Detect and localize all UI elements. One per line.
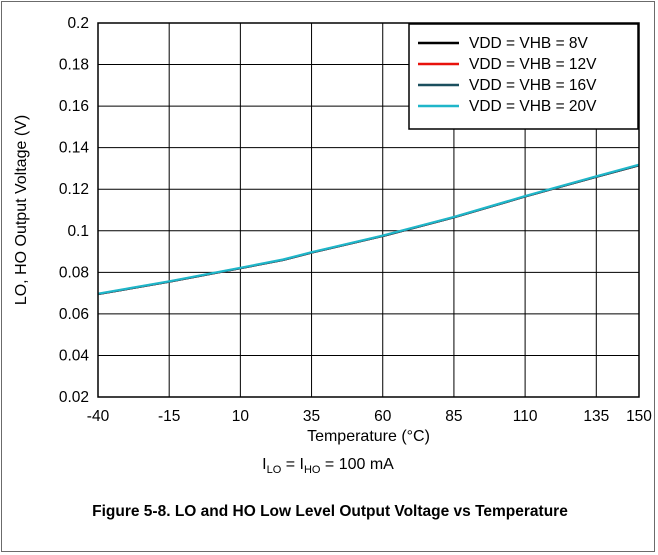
legend-label-1: VDD = VHB = 12V (469, 56, 597, 73)
x-tick-label-0: -40 (87, 408, 110, 425)
x-tick-label-3: 35 (303, 408, 320, 425)
x-tick-labels: -40 -15 10 35 60 85 110 135 150 (87, 408, 653, 425)
condition-i2: I (299, 456, 304, 473)
line-chart: 0.02 0.04 0.06 0.08 0.1 0.12 0.14 0.16 0.18 0.2 -… (13, 15, 653, 445)
condition-value: = 100 mA (320, 456, 394, 473)
condition-sub-ho: HO (303, 464, 321, 477)
legend-box (408, 23, 639, 130)
x-tick-label-8: 150 (626, 408, 652, 425)
y-tick-label-7: 0.16 (59, 98, 89, 115)
test-condition: ILO = IHO = 100 mA (0, 456, 656, 476)
legend-label-0: VDD = VHB = 8V (469, 35, 589, 52)
legend-label-3: VDD = VHB = 20V (469, 98, 597, 115)
y-tick-label-6: 0.14 (59, 140, 90, 157)
y-tick-label-0: 0.02 (59, 389, 89, 406)
x-axis-label: Temperature (°C) (307, 428, 430, 445)
y-tick-label-8: 0.18 (59, 57, 89, 74)
x-tick-label-2: 10 (232, 408, 250, 425)
y-tick-label-4: 0.1 (67, 223, 89, 240)
series-line-3 (97, 163, 640, 295)
x-tick-label-7: 135 (583, 408, 609, 425)
x-tick-label-6: 110 (513, 408, 538, 425)
condition-sub-lo: LO (266, 464, 282, 477)
y-tick-label-5: 0.12 (59, 181, 89, 198)
y-tick-labels: 0.02 0.04 0.06 0.08 0.1 0.12 0.14 0.16 0.18 0.2 (59, 15, 90, 406)
legend: VDD = VHB = 8V VDD = VHB = 12V VDD = VHB =… (408, 23, 639, 130)
plot-border (97, 22, 640, 398)
y-tick-label-3: 0.08 (59, 264, 89, 281)
y-tick-label-2: 0.06 (59, 306, 89, 323)
series-line-2 (97, 164, 640, 296)
x-tick-label-5: 85 (445, 408, 462, 425)
y-axis-label: LO, HO Output Voltage (V) (13, 115, 30, 305)
y-tick-label-1: 0.04 (59, 347, 90, 364)
x-tick-label-4: 60 (374, 408, 392, 425)
x-tick-label-1: -15 (158, 408, 180, 425)
y-tick-label-9: 0.2 (67, 15, 89, 32)
figure-caption: Figure 5-8. LO and HO Low Level Output V… (92, 503, 568, 520)
condition-i1: I (262, 456, 267, 473)
series-lines (97, 163, 640, 296)
series-line-0 (97, 164, 640, 296)
series-line-1 (97, 164, 640, 296)
condition-eq: = (281, 456, 300, 473)
legend-label-2: VDD = VHB = 16V (469, 77, 597, 94)
